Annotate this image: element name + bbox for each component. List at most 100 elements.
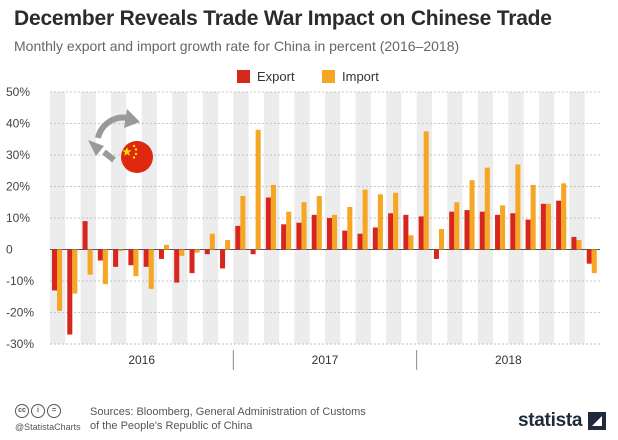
export-bar: [525, 219, 531, 250]
y-tick-label: 30%: [6, 148, 30, 162]
export-bar: [204, 249, 210, 255]
y-tick-label: -30%: [6, 337, 34, 351]
sources: Sources: Bloomberg, General Administrati…: [90, 405, 366, 433]
x-axis: 2016 2017 2018: [128, 350, 522, 370]
person-icon: i: [31, 404, 45, 418]
footer: cc i = @StatistaCharts Sources: Bloomber…: [0, 392, 618, 440]
month-band: [80, 92, 96, 344]
import-bar: [393, 192, 399, 250]
export-bar: [342, 230, 348, 250]
month-band: [569, 92, 585, 344]
export-bar: [479, 211, 485, 250]
import-bar: [209, 233, 215, 250]
export-bar: [97, 249, 103, 261]
import-bar: [347, 206, 353, 250]
import-bar: [484, 167, 490, 250]
cycle-arrowhead-bottom-icon: [88, 140, 104, 156]
import-bar: [133, 249, 139, 277]
import-bar: [362, 189, 368, 250]
export-bar: [571, 236, 577, 250]
export-bar: [220, 249, 226, 269]
china-trade-logo: [88, 109, 153, 173]
year-label: 2016: [128, 353, 155, 367]
export-bar: [357, 233, 363, 250]
import-bar: [286, 211, 292, 250]
sources-line-1: Sources: Bloomberg, General Administrati…: [90, 406, 366, 418]
import-bar: [561, 183, 567, 250]
flag-small-star-icon: [132, 144, 136, 148]
export-bar: [235, 225, 241, 250]
flag-small-star-icon: [134, 152, 138, 156]
export-bar: [189, 249, 195, 274]
import-bar: [591, 249, 597, 274]
export-bar: [311, 214, 317, 250]
legend-swatch: [237, 70, 250, 83]
chart-subtitle: Monthly export and import growth rate fo…: [14, 38, 460, 54]
import-bar: [148, 249, 154, 289]
y-tick-label: 20%: [6, 180, 30, 194]
export-bar: [449, 211, 455, 250]
import-bar: [576, 240, 582, 250]
export-bar: [82, 221, 88, 250]
export-bar: [510, 213, 516, 250]
export-bar: [158, 249, 164, 259]
y-tick-label: -20%: [6, 306, 34, 320]
cycle-arrow-bottom-icon: [102, 149, 116, 163]
export-bar: [265, 197, 271, 250]
export-bar: [403, 214, 409, 250]
year-label: 2017: [312, 353, 339, 367]
import-bar: [179, 249, 185, 256]
import-bar: [301, 202, 307, 250]
import-bar: [423, 131, 429, 250]
import-bar: [240, 195, 246, 250]
import-bar: [87, 249, 93, 275]
year-label: 2018: [495, 353, 522, 367]
y-tick-label: 0: [6, 243, 13, 257]
y-axis-labels: -30% -20% -10% 0 10% 20% 30% 40% 50%: [6, 85, 34, 351]
export-bar: [433, 249, 439, 259]
import-bar: [163, 244, 170, 250]
export-bar: [372, 227, 378, 250]
import-bar: [515, 164, 521, 250]
sources-line-2: of the People's Republic of China: [90, 420, 253, 432]
import-bar: [57, 249, 63, 311]
chart-area: -30%-20%-10%010%20%30%40%50% 2016 2017 201…: [6, 69, 600, 370]
export-bar: [51, 249, 58, 291]
export-bar: [281, 224, 287, 250]
export-bar: [586, 249, 592, 264]
flag-star-icon: [122, 147, 132, 156]
import-bar: [270, 184, 276, 250]
cycle-arrowhead-top-icon: [124, 109, 140, 128]
import-bar: [438, 229, 445, 250]
y-tick-label: 40%: [6, 117, 30, 131]
china-flag-icon: [121, 141, 153, 173]
legend-swatch: [322, 70, 335, 83]
flag-small-star-icon: [132, 156, 136, 159]
import-bar: [102, 249, 108, 285]
gridlines: [50, 91, 600, 345]
export-bar: [128, 249, 134, 266]
import-bar: [316, 195, 322, 250]
cycle-arrow-top-icon: [95, 114, 129, 139]
statista-logo-icon: [588, 412, 606, 430]
export-bar: [296, 222, 302, 250]
equals-icon: =: [47, 404, 61, 418]
flag-small-star-icon: [134, 148, 138, 151]
export-bar: [495, 214, 501, 250]
import-bar: [500, 205, 506, 250]
export-bar: [540, 203, 546, 250]
export-bar: [113, 249, 119, 267]
import-bar: [545, 203, 551, 250]
export-bar: [143, 249, 149, 267]
export-bar: [464, 210, 470, 250]
license-icons: cc i =: [15, 404, 61, 418]
statista-logo[interactable]: statista: [518, 410, 583, 431]
import-bar: [72, 249, 78, 294]
legend-label: Import: [342, 69, 379, 84]
twitter-handle[interactable]: @StatistaCharts: [15, 422, 81, 432]
export-bar: [388, 213, 394, 250]
export-bar: [250, 249, 256, 255]
import-bar: [255, 129, 261, 250]
cc-icon: cc: [15, 404, 29, 418]
chart-title: December Reveals Trade War Impact on Chi…: [14, 7, 552, 30]
